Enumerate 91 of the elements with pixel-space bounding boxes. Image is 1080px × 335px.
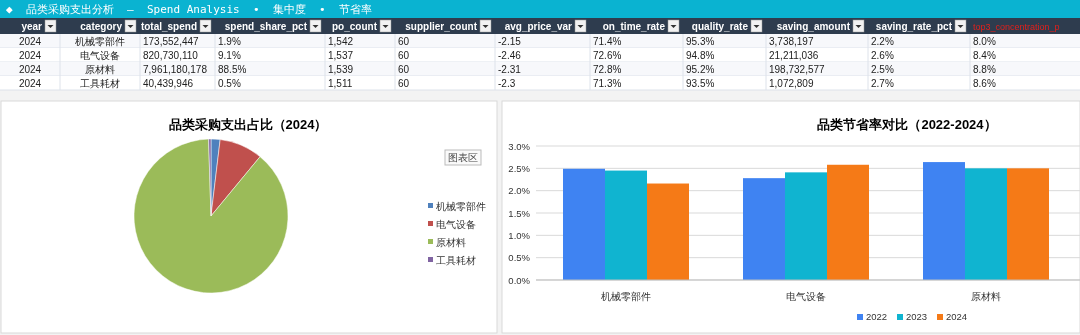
text: 88.5% [218, 64, 247, 75]
text: 60 [398, 36, 410, 47]
category-label: on_time_rate [602, 21, 666, 32]
category-label: year [21, 21, 43, 32]
text: 40,439,946 [143, 78, 194, 89]
text: 60 [398, 78, 410, 89]
text: 原材料 [85, 64, 115, 75]
category-label: spend_share_pct [224, 21, 308, 32]
text: -2.31 [498, 64, 521, 75]
text: 1,542 [328, 36, 354, 47]
category-label: total_spend [140, 21, 197, 32]
text: -2.3 [498, 78, 516, 89]
text: 93.5% [686, 78, 715, 89]
y-tick-label: 1.5% [508, 207, 531, 219]
legend-label: 工具耗材 [436, 255, 476, 266]
text: 8.8% [973, 64, 996, 75]
category-label: category [80, 21, 123, 32]
y-tick-label: 2.0% [508, 185, 531, 197]
text: 9.1% [218, 50, 241, 61]
text: 72.6% [593, 50, 622, 61]
text: 60 [398, 64, 410, 75]
category-label: top3_concentration_p [973, 22, 1060, 32]
text: 198,732,577 [769, 64, 825, 75]
text: 8.0% [973, 36, 996, 47]
bar [647, 183, 689, 280]
bar [563, 168, 605, 280]
x-tick-label: 原材料 [971, 291, 1001, 302]
legend-label: 机械零部件 [436, 201, 486, 212]
text: 71.4% [593, 36, 622, 47]
category-label: saving_amount [776, 21, 851, 32]
text: 60 [398, 50, 410, 61]
category-label: po_count [332, 21, 378, 32]
text: 820,730,110 [143, 50, 198, 61]
text: -2.46 [498, 50, 521, 61]
bar [1007, 168, 1049, 280]
text: 8.6% [973, 78, 996, 89]
bar [965, 168, 1007, 280]
text: 95.2% [686, 64, 715, 75]
text: ◆ 品类采购支出分析 — Spend Analysis • 集中度 • 节省率 [6, 3, 372, 16]
y-tick-label: 0.0% [508, 274, 531, 286]
text: -2.15 [498, 36, 521, 47]
text: 72.8% [593, 64, 622, 75]
text: 2024 [18, 50, 42, 61]
text: 3,738,197 [769, 36, 814, 47]
x-tick-label: 电气设备 [786, 291, 826, 302]
category-label: saving_rate_pct [875, 21, 953, 32]
bar [827, 164, 869, 280]
text: 2024 [18, 64, 42, 75]
text: 95.3% [686, 36, 715, 47]
text: 2.7% [871, 78, 894, 89]
chart-title: 品类节省率对比（2022-2024） [817, 117, 997, 132]
category-label: avg_price_var [504, 21, 573, 32]
text: 2024 [18, 36, 42, 47]
text: 机械零部件 [75, 36, 125, 47]
bar [605, 170, 647, 280]
chart-title: 品类采购支出占比（2024） [168, 117, 328, 132]
text: 1,072,809 [769, 78, 814, 89]
legend-label: 2024 [946, 311, 968, 322]
text: 7,961,180,178 [143, 64, 207, 75]
y-tick-label: 1.0% [508, 229, 531, 241]
legend-label: 2022 [866, 311, 888, 322]
text: 工具耗材 [80, 78, 120, 89]
bar [743, 178, 785, 280]
text: 71.3% [593, 78, 622, 89]
legend-label: 2023 [906, 311, 928, 322]
category-label: supplier_count [405, 21, 478, 32]
text: 1,539 [328, 64, 354, 75]
text: 21,211,036 [769, 50, 819, 61]
y-tick-label: 0.5% [508, 252, 531, 264]
category-label: quality_rate [691, 21, 749, 32]
legend-label: 原材料 [436, 237, 466, 248]
text: 0.5% [218, 78, 241, 89]
y-tick-label: 2.5% [508, 162, 531, 174]
text: 8.4% [973, 50, 996, 61]
text: 1,537 [328, 50, 354, 61]
bar [785, 172, 827, 280]
text: 2.6% [871, 50, 894, 61]
text: 1,511 [328, 78, 353, 89]
text: 1.9% [218, 36, 241, 47]
text: 94.8% [686, 50, 715, 61]
text: 173,552,447 [143, 36, 199, 47]
text: 2.5% [871, 64, 894, 75]
x-tick-label: 机械零部件 [601, 291, 651, 302]
text: 2.2% [871, 36, 894, 47]
y-tick-label: 3.0% [508, 140, 531, 152]
bar [923, 162, 965, 280]
legend-label: 电气设备 [436, 219, 476, 230]
text: 2024 [18, 78, 42, 89]
text: 电气设备 [80, 50, 120, 61]
pie-slice [133, 138, 289, 294]
text: 图表区 [448, 152, 478, 163]
